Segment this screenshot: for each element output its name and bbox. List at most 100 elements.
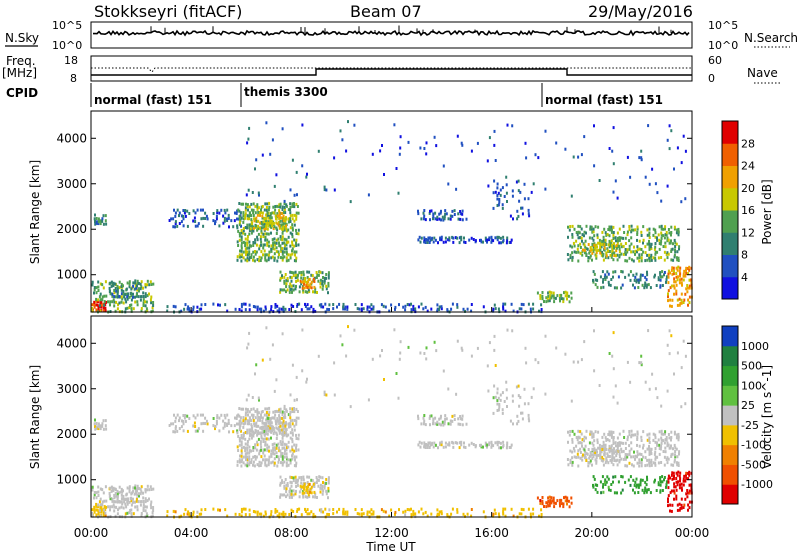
power-cell xyxy=(644,245,647,249)
velocity-cell xyxy=(608,444,611,448)
power-cell xyxy=(111,294,114,298)
power-cell xyxy=(452,240,455,244)
velocity-cell xyxy=(654,436,657,440)
power-cell xyxy=(568,228,571,232)
power-cell xyxy=(114,309,117,313)
velocity-cell xyxy=(188,512,191,516)
power-cell xyxy=(639,275,642,279)
power-cell xyxy=(236,240,239,244)
power-cell xyxy=(279,288,282,292)
power-cell xyxy=(312,279,315,283)
power-cell xyxy=(428,236,431,240)
velocity-cell xyxy=(671,452,674,456)
velocity-cell xyxy=(546,501,549,505)
velocity-cell xyxy=(656,396,659,400)
power-cell xyxy=(193,216,196,220)
velocity-cell xyxy=(492,396,495,400)
power-cell xyxy=(132,307,135,311)
velocity-cell xyxy=(261,410,264,413)
velocity-cell xyxy=(302,485,305,488)
power-cell xyxy=(325,276,328,280)
velocity-cell xyxy=(288,490,291,493)
velocity-cell xyxy=(673,491,676,495)
power-cell xyxy=(637,278,640,282)
nsky-label: N.Sky xyxy=(5,31,39,45)
velocity-cell xyxy=(95,502,98,506)
power-cell xyxy=(276,259,279,263)
power-cell xyxy=(660,233,663,237)
power-cell xyxy=(319,285,322,289)
velocity-cell xyxy=(291,448,294,452)
power-cell xyxy=(687,267,690,270)
power-cell xyxy=(286,277,289,280)
velocity-cell xyxy=(453,414,456,418)
velocity-cell xyxy=(300,487,303,491)
power-cell xyxy=(311,274,314,278)
power-cell xyxy=(262,232,265,236)
power-cell xyxy=(584,239,587,243)
velocity-cell xyxy=(654,450,657,454)
time-axis: 00:00 04:00 08:00 12:00 16:00 20:00 00:00 xyxy=(74,307,709,540)
velocity-cell xyxy=(325,489,328,493)
power-cell xyxy=(576,247,579,251)
power-cell xyxy=(440,305,443,309)
power-cell xyxy=(650,255,652,259)
velocity-cell xyxy=(99,503,102,507)
velocity-cell xyxy=(662,432,665,436)
velocity-cell xyxy=(277,442,280,446)
velocity-cell xyxy=(630,429,633,433)
power-cell xyxy=(502,307,505,311)
velocity-cell xyxy=(105,499,108,503)
power-cell xyxy=(291,213,294,217)
power-cell xyxy=(289,226,292,230)
power-cell xyxy=(200,217,203,221)
velocity-cell xyxy=(128,485,131,489)
power-cell xyxy=(447,238,450,242)
power-cell xyxy=(301,164,304,168)
velocity-cell xyxy=(650,458,653,462)
velocity-cell xyxy=(250,449,252,453)
power-cell xyxy=(660,199,663,203)
velocity-cell xyxy=(356,512,359,516)
power-cell xyxy=(282,227,285,231)
power-cell xyxy=(451,302,454,306)
velocity-cell xyxy=(146,484,149,488)
velocity-cell xyxy=(204,422,207,425)
power-cell xyxy=(278,226,281,230)
velocity-cell xyxy=(262,451,265,455)
power-cell xyxy=(93,303,96,307)
power-cell xyxy=(644,283,647,287)
velocity-cell xyxy=(428,416,431,420)
velocity-cell xyxy=(242,455,245,459)
velocity-cell xyxy=(669,476,671,480)
velocity-cell xyxy=(214,425,217,428)
velocity-cell xyxy=(327,481,330,485)
velocity-cell xyxy=(442,445,445,449)
velocity-cell xyxy=(137,492,140,496)
velocity-cell xyxy=(140,490,143,494)
power-cell xyxy=(266,227,269,231)
velocity-cell xyxy=(296,398,298,402)
velocity-cell xyxy=(287,425,290,429)
power-cell xyxy=(198,307,201,311)
velocity-cell xyxy=(534,358,537,362)
power-cell xyxy=(608,239,611,243)
power-cell xyxy=(116,295,119,299)
power-cell xyxy=(275,241,278,245)
power-cell xyxy=(101,217,104,221)
power-cell xyxy=(276,309,279,313)
velocity-cell xyxy=(278,416,281,420)
power-cell xyxy=(624,236,627,240)
power-cell xyxy=(506,238,509,242)
velocity-cell xyxy=(98,509,101,513)
velocity-cell xyxy=(501,411,504,415)
velocity-cell xyxy=(248,451,251,455)
velocity-cell xyxy=(240,421,243,425)
velocity-cell xyxy=(322,489,325,493)
velocity-cell xyxy=(636,435,639,439)
velocity-cell xyxy=(346,510,349,514)
power-cell xyxy=(422,211,425,215)
power-cell xyxy=(687,298,690,302)
power-cell xyxy=(295,217,298,221)
